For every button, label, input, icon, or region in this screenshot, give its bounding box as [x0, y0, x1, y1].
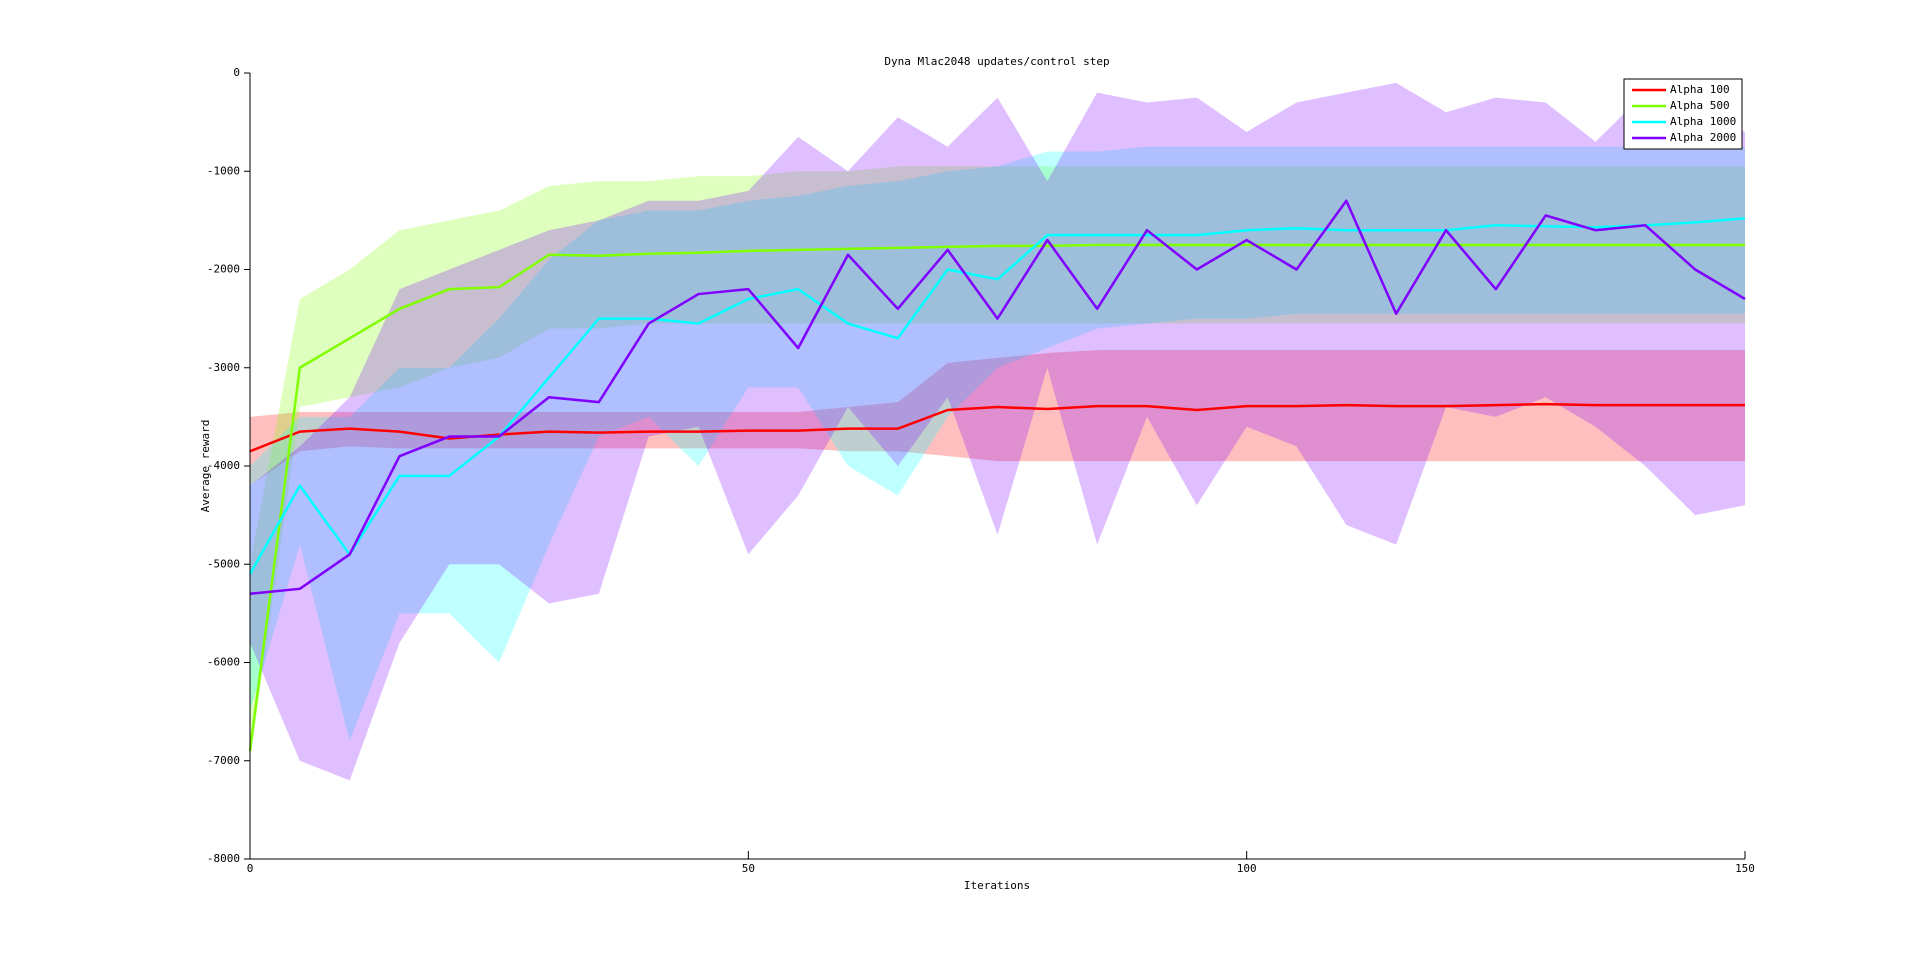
legend-label: Alpha 2000	[1670, 131, 1736, 144]
legend-label: Alpha 1000	[1670, 115, 1736, 128]
y-tick-label: -8000	[207, 852, 240, 865]
series-line	[249, 199, 1746, 595]
x-tick-label: 100	[1237, 862, 1257, 875]
band	[250, 350, 1745, 486]
x-tick-label: 50	[742, 862, 755, 875]
series-line	[249, 402, 1745, 453]
y-tick-label: -2000	[207, 263, 240, 276]
legend-label: Alpha 100	[1670, 83, 1730, 96]
y-axis-label: Average reward	[199, 420, 212, 513]
y-tick-label: -3000	[207, 361, 240, 374]
y-tick-label: -7000	[207, 754, 240, 767]
series-line	[248, 243, 1745, 752]
x-axis-label: Iterations	[964, 879, 1030, 892]
y-tick-label: -4000	[207, 459, 240, 472]
band	[250, 166, 1745, 761]
y-tick-label: -1000	[207, 164, 240, 177]
x-tick-label: 150	[1735, 862, 1755, 875]
x-tick-label: 0	[247, 862, 254, 875]
legend-label: Alpha 500	[1670, 99, 1730, 112]
y-tick-label: 0	[233, 66, 240, 79]
y-tick-label: -6000	[207, 656, 240, 669]
y-tick-label: -5000	[207, 557, 240, 570]
chart-title: Dyna Mlac2048 updates/control step	[884, 55, 1109, 68]
band	[250, 146, 1745, 742]
